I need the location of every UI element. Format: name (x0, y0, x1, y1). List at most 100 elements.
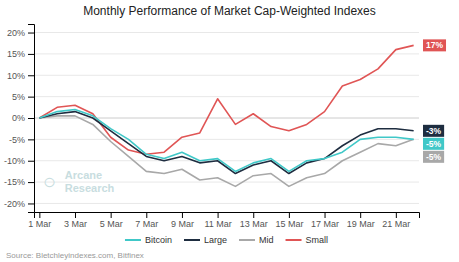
grid-line (34, 96, 419, 97)
tick-label: 3 Mar (64, 219, 87, 229)
plot-area: -20% -15% -10% -5% 0% 5% 10% 15% 20% 1 Mar 3 Mar 5 … (4, 25, 446, 230)
tick-mark (28, 54, 34, 55)
tick: 15 Mar (275, 212, 303, 229)
tick: 5 Mar (100, 212, 123, 229)
tick-mark (325, 212, 326, 218)
tick-label: 19 Mar (347, 219, 375, 229)
data-label: -5% (426, 139, 442, 149)
chart: Monthly Performance of Market Cap-Weight… (0, 0, 459, 262)
tick-label: 9 Mar (171, 219, 194, 229)
tick-mark (253, 212, 254, 218)
tick-label: -20% (4, 199, 25, 209)
tick-label: -5% (9, 135, 25, 145)
tick-label: 15% (7, 49, 25, 59)
tick-label: 0% (12, 113, 25, 123)
tick-mark (39, 212, 40, 218)
legend-swatch (125, 239, 141, 241)
grid-line (34, 203, 419, 204)
tick-mark (146, 212, 147, 218)
tick: 11 Mar (204, 212, 231, 229)
tick-label: 21 Mar (382, 219, 410, 229)
tick: 17 Mar (311, 212, 339, 229)
source: Source: Bletchleyindexes.com, Bitfinex (6, 251, 144, 260)
axis-domain (35, 213, 420, 219)
tick: 10% (7, 71, 34, 81)
end-label-box (423, 39, 446, 51)
legend: Bitcoin Large Mid Small (125, 235, 328, 245)
legend-label: Mid (259, 235, 274, 245)
tick: 9 Mar (171, 212, 194, 229)
legend-swatch (286, 239, 302, 241)
data-label: 17% (426, 40, 443, 50)
end-label: -5% (423, 151, 444, 163)
axis-domain (28, 25, 35, 213)
tick-label: 5% (12, 92, 25, 102)
tick: -5% (9, 135, 34, 145)
tick: 19 Mar (347, 212, 375, 229)
tick-label: 11 Mar (204, 219, 231, 229)
tick-mark (28, 203, 34, 204)
legend-label: Large (204, 235, 227, 245)
grid-line (34, 53, 419, 54)
end-labels: 17% -3% -5% -5% (423, 39, 446, 162)
end-label-box (423, 138, 444, 150)
tick-mark (28, 97, 34, 98)
line (39, 109, 413, 171)
line (39, 45, 413, 154)
tick-mark (218, 212, 219, 218)
tick-mark (360, 212, 361, 218)
tick-label: 1 Mar (28, 219, 51, 229)
tick-mark (28, 75, 34, 76)
tick-label: 13 Mar (240, 219, 268, 229)
tick-mark (28, 139, 34, 140)
end-label: -5% (423, 138, 444, 150)
line (39, 116, 413, 187)
legend-swatch (239, 239, 255, 241)
end-label: 17% (423, 39, 446, 51)
watermark: ArcaneResearch (65, 169, 115, 194)
tick: 7 Mar (135, 212, 158, 229)
tick-label: 20% (7, 28, 25, 38)
legend-item: Mid (239, 235, 274, 245)
tick-mark (28, 118, 34, 119)
grid (34, 33, 419, 204)
tick-label: 7 Mar (135, 219, 158, 229)
tick: 1 Mar (28, 212, 51, 229)
end-label: -3% (423, 125, 444, 137)
tick: 15% (7, 49, 34, 59)
tick: 5% (12, 92, 34, 102)
tick: 0% (12, 113, 34, 123)
end-label-box (423, 125, 444, 137)
tick: -15% (4, 177, 34, 187)
x-axis: 1 Mar 3 Mar 5 Mar 7 Mar 9 Mar 11 Mar 13 Mar 15 … (28, 212, 419, 229)
tick: -20% (4, 199, 34, 209)
tick: -10% (4, 156, 34, 166)
data-label: -3% (426, 126, 442, 136)
tick: 20% (7, 28, 34, 38)
legend-swatch (184, 239, 200, 241)
tick-label: 5 Mar (100, 219, 123, 229)
tick-mark (396, 212, 397, 218)
grid-line (34, 32, 419, 33)
tick: 3 Mar (64, 212, 87, 229)
watermark-logo: ○ (43, 169, 56, 194)
tick-mark (289, 212, 290, 218)
tick-label: 17 Mar (311, 219, 339, 229)
tick-mark (28, 33, 34, 34)
grid-line (34, 160, 419, 161)
tick-mark (182, 212, 183, 218)
legend-item: Large (184, 235, 227, 245)
tick-label: -10% (4, 156, 25, 166)
grid-line (34, 75, 419, 76)
tick-label: -15% (4, 177, 25, 187)
tick-mark (28, 182, 34, 183)
data-label: -5% (426, 152, 442, 162)
tick-mark (75, 212, 76, 218)
title: Monthly Performance of Market Cap-Weight… (83, 4, 376, 18)
legend-item: Small (286, 235, 329, 245)
tick: 13 Mar (240, 212, 268, 229)
tick-label: 10% (7, 71, 25, 81)
legend-item: Bitcoin (125, 235, 172, 245)
end-label-box (423, 151, 444, 163)
y-axis: -20% -15% -10% -5% 0% 5% 10% 15% 20% (4, 25, 35, 213)
